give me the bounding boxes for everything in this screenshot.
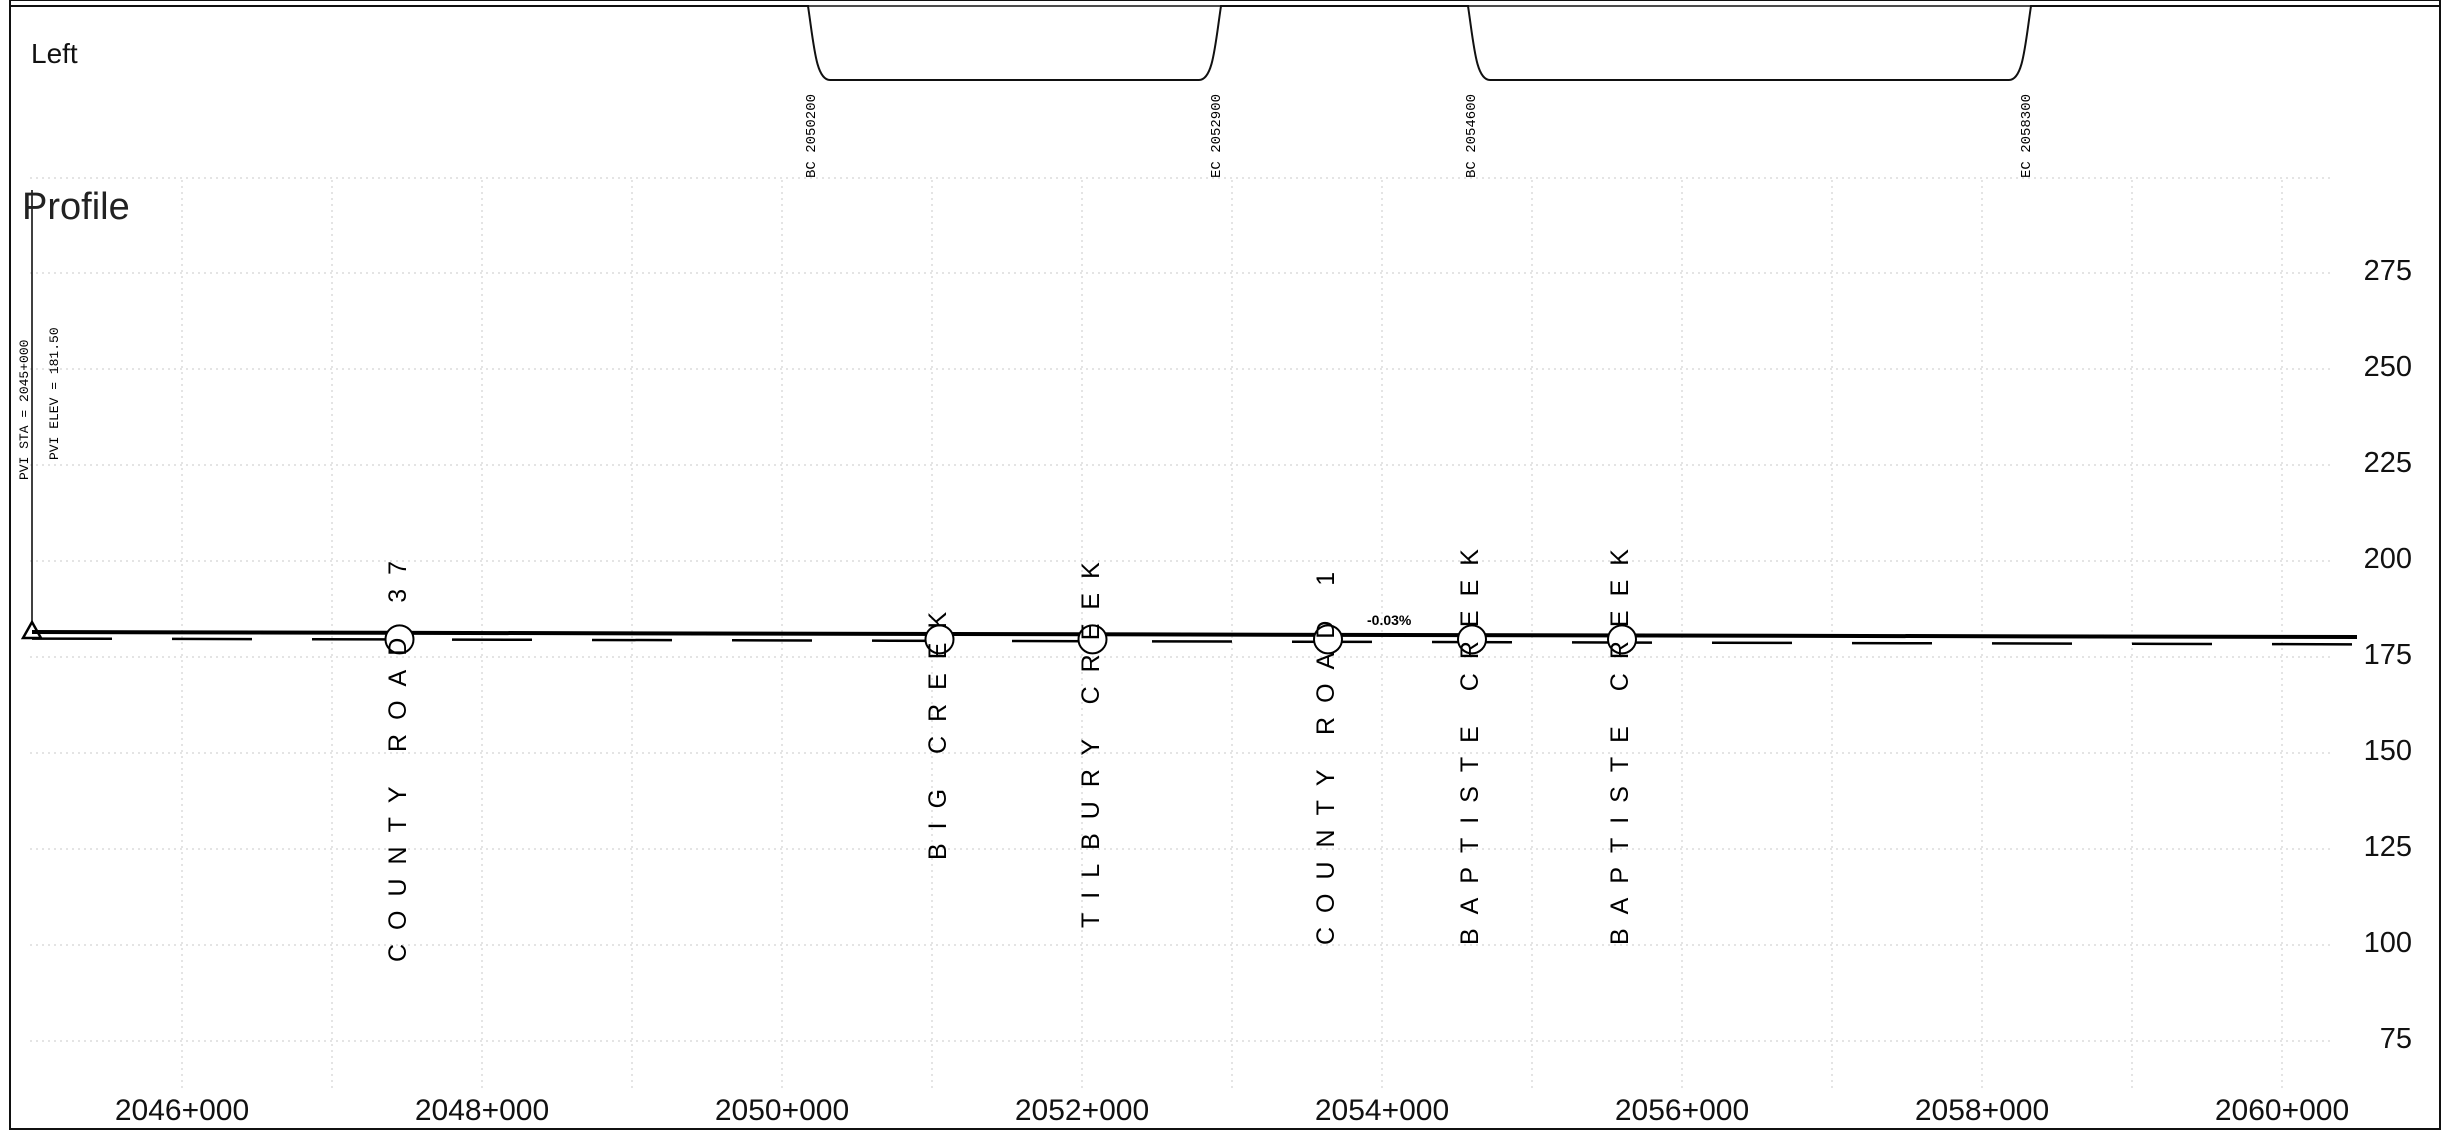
y-tick-label: 250 [2363, 351, 2412, 383]
y-tick-label: 100 [2363, 927, 2412, 959]
x-tick-label: 2056+000 [1614, 1094, 1750, 1127]
crossing-label: BAPTISTE CREEK [1606, 535, 1634, 945]
crossing-marker [1313, 624, 1343, 655]
y-tick-label: 275 [2363, 255, 2412, 287]
curve-station-label: EC 2052900 [1209, 93, 1225, 178]
existing-ground-line [31, 637, 2358, 646]
curve-station-label: BC 2054600 [1464, 93, 1480, 178]
x-tick-label: 2048+000 [414, 1094, 550, 1127]
x-tick-label: 2052+000 [1014, 1094, 1150, 1127]
crossing-marker [924, 624, 955, 655]
horizontal-alignment-strip [10, 5, 2440, 81]
crossing-marker [1457, 624, 1487, 655]
y-tick-label: 200 [2363, 543, 2412, 575]
profile-title: Profile [22, 186, 130, 228]
crossing-marker [1607, 624, 1637, 655]
crossing-label: COUNTY ROAD 37 [383, 546, 412, 962]
grid [30, 177, 2330, 1090]
y-tick-label: 75 [2379, 1023, 2412, 1055]
pvi-station-label: PVI STA = 2045+000 [17, 339, 32, 480]
curve-station-label: BC 2050200 [804, 93, 820, 178]
y-tick-label: 175 [2363, 639, 2412, 671]
x-tick-label: 2058+000 [1914, 1094, 2050, 1127]
crossing-marker [384, 624, 415, 655]
grade-label: -0.03% [1367, 612, 1412, 629]
crossing-marker [1077, 624, 1108, 655]
sheet-border [9, 0, 2441, 1130]
y-tick-label: 125 [2363, 831, 2412, 863]
profile-lines [20, 190, 2358, 655]
crossing-label: BAPTISTE CREEK [1456, 535, 1484, 945]
pvi-triangle-icon [20, 619, 44, 640]
crossing-label: BIG CREEK [923, 597, 952, 860]
y-tick-label: 225 [2363, 447, 2412, 479]
pvi-elevation-label: PVI ELEV = 181.50 [47, 327, 62, 460]
x-tick-label: 2054+000 [1314, 1094, 1450, 1127]
alignment-line [10, 5, 2440, 81]
crossing-label: COUNTY ROAD 1 [1312, 557, 1340, 945]
crossing-label: TILBURY CREEK [1076, 548, 1105, 928]
x-tick-label: 2046+000 [114, 1094, 250, 1127]
y-tick-label: 150 [2363, 735, 2412, 767]
proposed-grade-line [31, 630, 2358, 640]
x-tick-label: 2050+000 [714, 1094, 850, 1127]
alignment-side-label: Left [31, 38, 78, 69]
curve-station-label: EC 2058300 [2019, 93, 2035, 178]
x-tick-label: 2060+000 [2214, 1094, 2350, 1127]
